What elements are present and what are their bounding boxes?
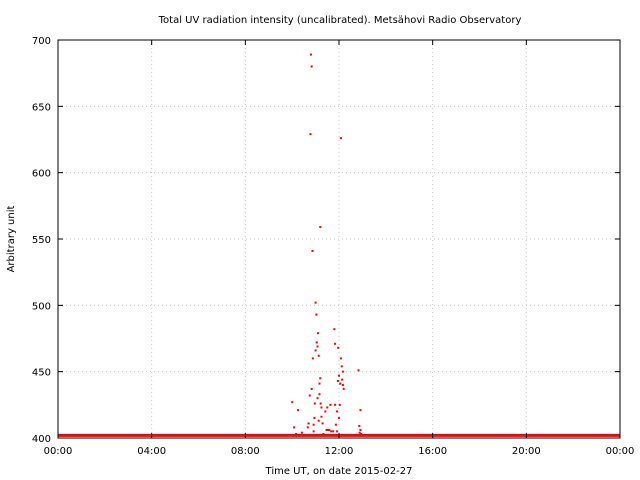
data-point [312, 423, 315, 426]
data-point [315, 341, 318, 344]
data-point [293, 426, 296, 429]
y-tick-label: 400 [32, 434, 51, 445]
data-point [316, 345, 319, 348]
data-point [338, 403, 341, 406]
y-axis-label: Arbitrary unit [6, 206, 17, 273]
data-point [341, 383, 344, 386]
data-point [310, 65, 313, 68]
data-point [309, 53, 312, 56]
x-tick-label: 08:00 [231, 446, 260, 457]
data-point [297, 409, 300, 412]
data-point [316, 332, 319, 335]
data-point [328, 429, 331, 432]
data-point [313, 417, 316, 420]
grid-lines [58, 40, 620, 438]
y-tick-label: 550 [32, 235, 51, 246]
x-tick-label: 00:00 [44, 446, 73, 457]
data-point [317, 354, 320, 357]
data-point [308, 394, 311, 397]
data-point [325, 429, 328, 432]
data-point [320, 406, 323, 409]
data-point [358, 425, 361, 428]
data-point [314, 301, 317, 304]
y-tick-label: 450 [32, 368, 51, 379]
data-point [321, 422, 324, 425]
data-point [315, 313, 318, 316]
data-point [324, 410, 327, 413]
data-point [338, 417, 340, 420]
data-point [341, 378, 344, 381]
data-point [333, 328, 336, 331]
data-point [334, 403, 337, 406]
data-point [334, 423, 337, 426]
y-tick-label: 500 [32, 301, 51, 312]
data-point [317, 419, 320, 422]
data-point [300, 431, 303, 434]
data-point [360, 433, 363, 436]
axis-ticks: 400 450 500 550 600 650 700 00:00 04:00 08:00 12:0… [32, 36, 635, 457]
data-point [342, 387, 345, 390]
chart-title: Total UV radiation intensity (uncalibrat… [158, 15, 522, 26]
data-point [336, 379, 339, 382]
data-point [336, 410, 339, 413]
y-tick-label: 600 [32, 169, 51, 180]
x-tick-label: 20:00 [512, 446, 541, 457]
data-point [337, 346, 340, 349]
data-point [316, 397, 319, 400]
data-point [295, 433, 298, 436]
data-point [320, 415, 323, 418]
data-point [359, 409, 362, 412]
x-tick-label: 16:00 [418, 446, 447, 457]
data-point [336, 430, 339, 433]
data-point [319, 402, 322, 405]
data-point [314, 349, 317, 352]
data-point [319, 377, 322, 380]
data-point [339, 357, 342, 360]
data-point [322, 433, 325, 436]
data-point [339, 382, 342, 385]
x-axis-label: Time UT, on date 2015-02-27 [265, 466, 413, 477]
data-point [309, 133, 312, 136]
data-point [343, 434, 346, 437]
data-point [330, 430, 333, 433]
data-point [339, 137, 342, 140]
data-point [312, 430, 315, 433]
x-tick-label: 04:00 [137, 446, 166, 457]
data-point [311, 357, 314, 360]
data-point [358, 431, 361, 434]
data-point [326, 406, 329, 409]
data-point [306, 426, 309, 429]
y-tick-label: 650 [32, 102, 51, 113]
data-point [338, 374, 340, 377]
y-tick-label: 700 [32, 36, 51, 47]
data-point [318, 393, 321, 396]
data-point [357, 369, 360, 372]
data-point [318, 382, 321, 385]
x-tick-label: 00:00 [606, 446, 635, 457]
data-point [334, 342, 337, 345]
data-point [329, 403, 332, 406]
data-point [291, 401, 294, 404]
data-point [319, 226, 322, 229]
data-point [310, 387, 313, 390]
data-point [313, 402, 316, 405]
data-point [332, 430, 335, 433]
data-point [307, 422, 310, 425]
data-point [359, 429, 362, 432]
data-point [311, 249, 314, 252]
data-points [291, 53, 363, 437]
data-point [341, 370, 344, 373]
data-point [340, 365, 343, 368]
x-tick-label: 12:00 [325, 446, 354, 457]
